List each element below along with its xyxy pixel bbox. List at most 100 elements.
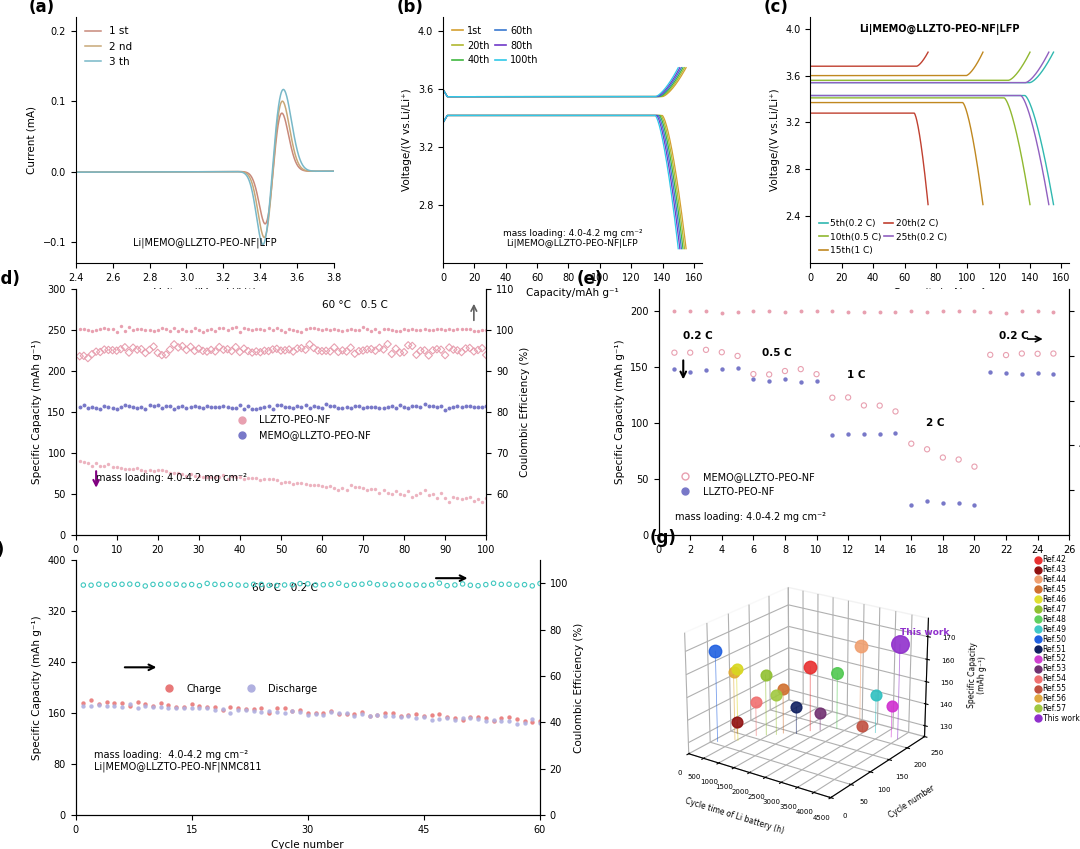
Text: (d): (d) — [0, 270, 21, 288]
Point — [839, 305, 856, 318]
40th — [671, 72, 684, 82]
Point — [82, 578, 99, 592]
20th — [635, 92, 648, 102]
1 st — [328, 166, 341, 177]
20th — [552, 92, 565, 102]
Point — [297, 343, 314, 357]
Point — [181, 401, 199, 414]
Point — [293, 400, 310, 413]
Point — [75, 699, 92, 712]
Point — [432, 399, 449, 413]
Point — [313, 345, 330, 358]
Point — [199, 399, 216, 413]
Point — [160, 701, 177, 715]
1st — [582, 92, 595, 102]
Point — [199, 576, 216, 590]
Point — [322, 480, 339, 493]
Point — [400, 323, 417, 337]
1 st — [234, 166, 247, 177]
20th(2 C) — [890, 61, 903, 71]
Point — [152, 696, 170, 710]
Point — [516, 578, 534, 592]
Point — [416, 484, 433, 498]
Point — [454, 577, 471, 591]
Point — [268, 701, 285, 715]
1st — [553, 92, 566, 102]
Point — [104, 401, 121, 414]
Point — [99, 343, 117, 357]
Line: 80th: 80th — [443, 68, 679, 97]
Point — [391, 324, 408, 338]
10th(0.5 C) — [1024, 47, 1037, 57]
20th — [553, 92, 566, 102]
Point — [231, 346, 248, 359]
Point — [1013, 346, 1030, 360]
Point — [124, 341, 141, 355]
Point — [292, 705, 309, 718]
Point — [104, 460, 121, 474]
40th — [553, 92, 566, 102]
Point — [322, 705, 339, 718]
20th(2 C) — [921, 47, 934, 57]
Point — [256, 401, 273, 414]
Point — [92, 402, 109, 416]
Point — [322, 345, 339, 358]
Point — [145, 700, 162, 714]
Point — [438, 711, 456, 725]
Text: (a): (a) — [29, 0, 55, 16]
Point — [391, 398, 408, 412]
Point — [729, 305, 746, 318]
Point — [318, 323, 335, 336]
Point — [170, 324, 187, 338]
Point — [206, 400, 224, 413]
Point — [227, 470, 244, 484]
Point — [161, 399, 178, 413]
20th — [581, 92, 594, 102]
Point — [338, 483, 355, 497]
Point — [313, 480, 330, 493]
Point — [998, 366, 1015, 380]
Text: mass loading:  4.0-4.2 mg cm⁻²
Li|MEMO@LLZTO-PEO-NF|NMC811: mass loading: 4.0-4.2 mg cm⁻² Li|MEMO@LL… — [94, 750, 261, 772]
Point — [183, 577, 201, 591]
Line: 60th: 60th — [443, 68, 681, 97]
Point — [174, 340, 191, 353]
Point — [158, 323, 175, 336]
Point — [445, 491, 462, 504]
Point — [1044, 367, 1062, 380]
Point — [112, 319, 130, 333]
Point — [140, 464, 158, 477]
Point — [363, 400, 380, 413]
Point — [268, 398, 285, 412]
Point — [281, 401, 298, 414]
Point — [227, 401, 244, 414]
Point — [252, 323, 269, 336]
Point — [133, 342, 150, 356]
Point — [400, 339, 417, 352]
Point — [214, 703, 231, 717]
Point — [887, 405, 904, 419]
Line: 40th: 40th — [443, 68, 683, 97]
2 nd — [266, 175, 279, 185]
Point — [305, 341, 322, 355]
Point — [354, 344, 372, 357]
Point — [383, 399, 401, 413]
Point — [407, 578, 424, 592]
Point — [436, 491, 454, 504]
Point — [292, 703, 309, 717]
Point — [330, 707, 348, 721]
Point — [370, 341, 388, 355]
Point — [477, 323, 495, 337]
Point — [470, 711, 487, 724]
Point — [423, 578, 441, 592]
Text: Li|MEMO@LLZTO-PEO-NF|LFP: Li|MEMO@LLZTO-PEO-NF|LFP — [133, 238, 276, 249]
Point — [329, 323, 347, 337]
Point — [191, 701, 208, 715]
Point — [191, 699, 208, 712]
40th — [567, 92, 580, 102]
Point — [83, 458, 100, 472]
Point — [247, 345, 265, 358]
1st — [554, 92, 567, 102]
Point — [260, 399, 278, 413]
Point — [839, 391, 856, 404]
Point — [117, 324, 134, 338]
